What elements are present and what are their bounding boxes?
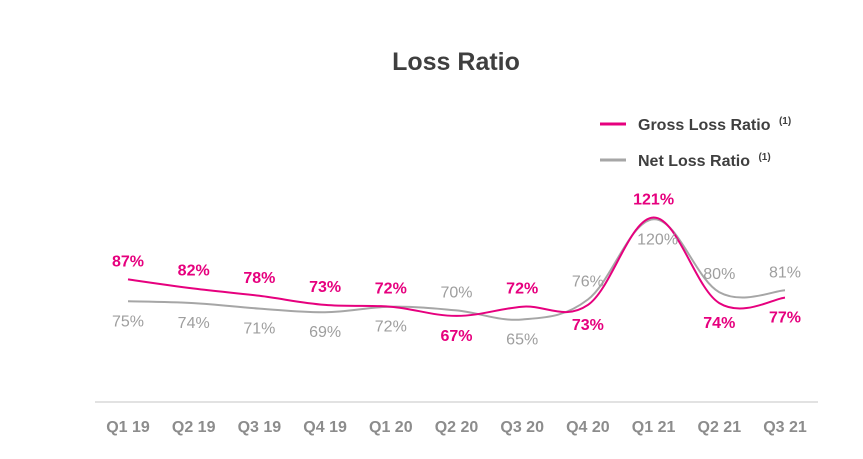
- x-tick-label: Q1 20: [369, 419, 413, 436]
- legend-label-gross: Gross Loss Ratio (1): [638, 116, 791, 134]
- legend: Gross Loss Ratio (1) Net Loss Ratio (1): [600, 116, 791, 170]
- x-tick-label: Q2 19: [172, 419, 216, 436]
- data-label-net: 120%: [637, 231, 678, 248]
- data-label-gross: 72%: [375, 281, 407, 298]
- legend-sup-gross: (1): [779, 116, 791, 127]
- data-label-net: 75%: [112, 313, 144, 330]
- data-label-net: 80%: [703, 266, 735, 283]
- legend-name-net: Net Loss Ratio: [638, 153, 750, 170]
- data-labels: 87% 82% 78% 73% 72% 67% 72% 73% 121% 74% 77% 75% 74%…: [112, 192, 801, 349]
- legend-label-net: Net Loss Ratio (1): [638, 152, 771, 170]
- data-label-net: 74%: [178, 315, 210, 332]
- data-label-gross: 72%: [506, 281, 538, 298]
- x-tick-label: Q1 21: [632, 419, 676, 436]
- data-label-gross: 87%: [112, 253, 144, 270]
- x-tick-label: Q3 20: [500, 419, 544, 436]
- series-lines: [127, 216, 786, 321]
- data-label-gross: 67%: [440, 328, 472, 345]
- x-tick-label: Q1 19: [106, 419, 150, 436]
- data-label-gross: 121%: [633, 192, 674, 209]
- data-label-net: 76%: [572, 274, 604, 291]
- x-tick-label: Q2 21: [698, 419, 742, 436]
- data-label-gross: 78%: [243, 270, 275, 287]
- data-label-net: 70%: [440, 284, 472, 301]
- x-tick-label: Q4 20: [566, 419, 610, 436]
- x-tick-label: Q2 20: [435, 419, 479, 436]
- data-label-gross: 82%: [178, 263, 210, 280]
- data-label-gross: 77%: [769, 310, 801, 327]
- legend-sup-net: (1): [758, 152, 770, 163]
- x-tick-label: Q4 19: [303, 419, 347, 436]
- data-label-net: 81%: [769, 264, 801, 281]
- data-label-net: 65%: [506, 332, 538, 349]
- data-label-net: 72%: [375, 319, 407, 336]
- x-tick-label: Q3 19: [238, 419, 282, 436]
- data-label-net: 71%: [243, 321, 275, 338]
- series-line-net: [127, 218, 786, 321]
- series-line-gross: [127, 216, 786, 317]
- x-tick-label: Q3 21: [763, 419, 807, 436]
- data-label-gross: 73%: [309, 279, 341, 296]
- data-label-net: 69%: [309, 324, 341, 341]
- x-axis-ticks: Q1 19 Q2 19 Q3 19 Q4 19 Q1 20 Q2 20 Q3 20 Q4 20…: [106, 419, 807, 436]
- data-label-gross: 74%: [703, 315, 735, 332]
- legend-name-gross: Gross Loss Ratio: [638, 117, 771, 134]
- chart-title: Loss Ratio: [392, 48, 520, 76]
- data-label-gross: 73%: [572, 317, 604, 334]
